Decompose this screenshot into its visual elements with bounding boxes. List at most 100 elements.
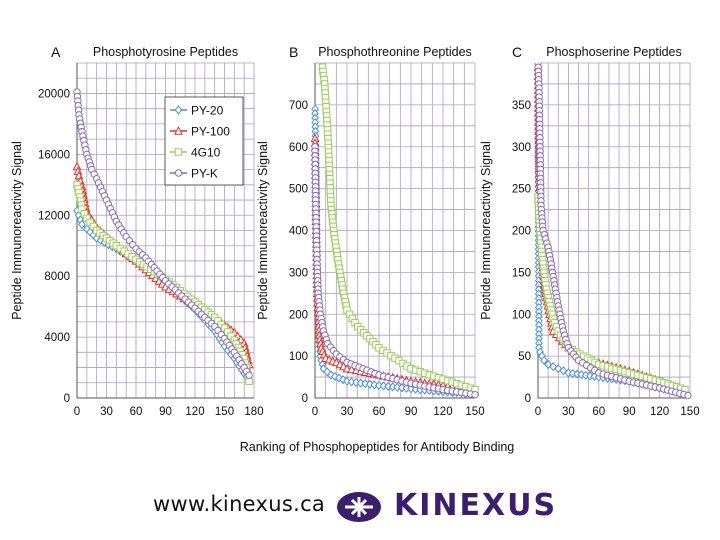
x-tick-label: 30 xyxy=(562,406,575,418)
y-tick-label: 100 xyxy=(289,351,308,363)
data-point xyxy=(370,380,379,390)
x-tick-label: 30 xyxy=(341,406,354,418)
data-point xyxy=(554,364,563,374)
data-point xyxy=(92,233,101,243)
x-tick-label: 60 xyxy=(592,406,605,418)
y-tick-label: 200 xyxy=(512,226,531,238)
data-point xyxy=(684,391,692,400)
x-tick-label: 90 xyxy=(159,406,172,418)
data-point xyxy=(398,383,406,393)
data-point xyxy=(388,382,397,392)
y-tick-label: 50 xyxy=(518,351,531,363)
x-tick-label: 120 xyxy=(185,406,204,418)
series-py-k xyxy=(73,88,253,379)
y-tick-label: 8000 xyxy=(44,271,70,283)
y-tick-label: 150 xyxy=(512,267,531,279)
series-py-k xyxy=(311,143,479,399)
x-tick-label: 90 xyxy=(405,406,418,418)
kinexus-wordmark: KINEXUS xyxy=(394,488,558,523)
y-tick-label: 0 xyxy=(525,393,531,405)
data-point xyxy=(361,379,370,389)
x-tick-label: 60 xyxy=(130,406,143,418)
legend-marker xyxy=(174,148,183,156)
data-point xyxy=(407,384,415,394)
y-tick-label: 12000 xyxy=(38,210,70,222)
chart-title: Phosphothreonine Peptides xyxy=(318,45,472,59)
data-point xyxy=(375,380,383,391)
x-tick-label: 60 xyxy=(373,406,386,418)
x-tick-label: 120 xyxy=(650,406,669,418)
data-point xyxy=(402,383,411,393)
kinexus-logo-icon xyxy=(337,492,381,522)
legend-label: PY-K xyxy=(191,167,218,181)
chart-title: Phosphotyrosine Peptides xyxy=(93,45,238,59)
data-point xyxy=(245,377,253,385)
x-tick-label: 150 xyxy=(215,406,234,418)
series-line xyxy=(537,63,689,397)
x-tick-label: 0 xyxy=(74,406,80,418)
x-tick-label: 120 xyxy=(433,406,452,418)
legend-marker xyxy=(174,169,183,177)
data-point xyxy=(343,376,351,386)
footer: www.kinexus.ca KINEXUS xyxy=(0,488,720,528)
chart-panel-b: 0 30 60 90 120 150 0 100 200 300 400 500 600 700 B Phos… xyxy=(256,44,485,418)
y-tick-label: 250 xyxy=(512,184,531,196)
legend-marker xyxy=(174,105,183,115)
data-point xyxy=(356,378,365,388)
data-point xyxy=(393,382,402,392)
series-line xyxy=(537,88,686,395)
y-tick-label: 0 xyxy=(302,393,308,405)
chart-panel-c: 0 30 60 90 120 150 0 50 100 150 200 250 300 350 C Phosp… xyxy=(479,44,700,418)
y-tick-label: 16000 xyxy=(38,149,70,161)
data-point xyxy=(379,381,388,391)
data-point xyxy=(347,377,356,387)
y-tick-label: 300 xyxy=(512,142,531,154)
series-py-100 xyxy=(534,63,690,395)
x-tick-label: 0 xyxy=(312,406,318,418)
panel-letter: A xyxy=(51,44,61,60)
website-text[interactable]: www.kinexus.ca xyxy=(153,492,326,516)
y-tick-label: 400 xyxy=(289,226,308,238)
legend-label: 4G10 xyxy=(191,146,221,160)
series-4g10 xyxy=(73,181,253,385)
y-tick-label: 700 xyxy=(289,100,308,112)
y-axis-label: Peptide Immunoreactivity Signal xyxy=(10,141,24,320)
legend-label: PY-100 xyxy=(191,125,230,139)
panel-letter: B xyxy=(289,44,298,60)
data-point xyxy=(245,371,253,379)
panel-letter: C xyxy=(512,44,522,60)
x-tick-label: 90 xyxy=(623,406,636,418)
data-point xyxy=(384,381,392,391)
x-tick-label: 150 xyxy=(680,406,699,418)
series-py-20 xyxy=(534,83,689,399)
charts-svg: 0 30 60 90 120 150 180040008000120001600020000… xyxy=(10,44,700,454)
x-tick-label: 180 xyxy=(244,406,263,418)
series-line xyxy=(321,67,476,391)
data-point xyxy=(366,379,374,389)
chart-panel-a: 0 30 60 90 120 150 180 0 4000 8000 12000 16000 20000… xyxy=(10,44,264,418)
chart-title: Phosphoserine Peptides xyxy=(546,45,682,59)
y-tick-label: 300 xyxy=(289,267,308,279)
legend: PY-20 PY-100 4G10 PY-K xyxy=(164,96,244,186)
y-axis-label: Peptide Immunoreactivity Signal xyxy=(479,141,493,320)
y-tick-label: 4000 xyxy=(44,332,70,344)
series-4g10 xyxy=(318,63,479,394)
data-point xyxy=(471,390,479,399)
shared-x-axis-label: Ranking of Phosphopeptides for Antibody … xyxy=(240,440,515,454)
y-tick-label: 600 xyxy=(289,142,308,154)
data-point xyxy=(78,219,86,229)
data-point xyxy=(352,377,360,388)
data-point xyxy=(540,355,548,365)
y-tick-label: 500 xyxy=(289,184,308,196)
x-tick-label: 0 xyxy=(535,406,541,418)
y-tick-label: 350 xyxy=(512,100,531,112)
y-axis-label: Peptide Immunoreactivity Signal xyxy=(256,141,270,320)
y-tick-label: 20000 xyxy=(38,88,70,100)
legend-marker xyxy=(174,126,183,135)
legend-label: PY-20 xyxy=(191,104,224,118)
x-tick-label: 150 xyxy=(465,406,484,418)
y-tick-label: 100 xyxy=(512,309,531,321)
y-tick-label: 200 xyxy=(289,309,308,321)
data-point xyxy=(549,362,558,372)
